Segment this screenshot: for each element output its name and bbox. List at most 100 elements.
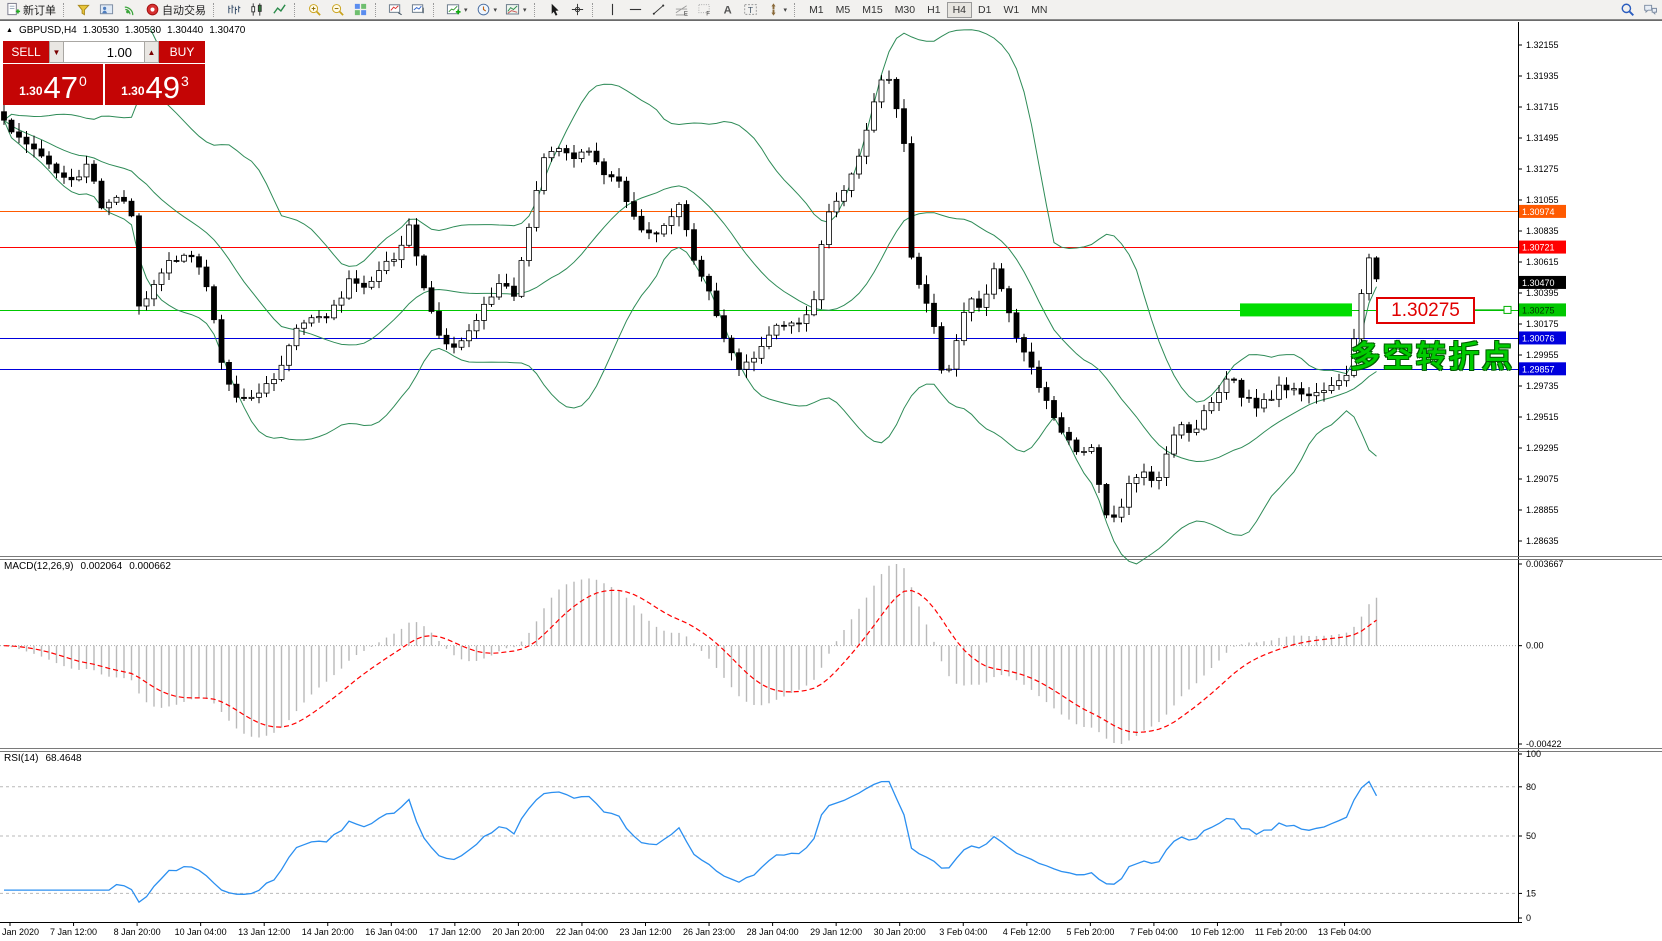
svg-text:0.003667: 0.003667 [1526, 559, 1564, 569]
styler-button[interactable] [72, 1, 95, 19]
search-icon [1620, 2, 1635, 17]
svg-text:1.29955: 1.29955 [1526, 350, 1559, 360]
collapse-icon[interactable]: ▲ [6, 27, 13, 34]
zoom-out-button[interactable] [326, 1, 349, 19]
buy-price-pips: 49 [145, 70, 181, 105]
equidistant-channel-button[interactable]: E [670, 1, 693, 19]
volume-input[interactable] [64, 41, 144, 63]
chat-button[interactable] [1639, 1, 1662, 19]
buy-button[interactable]: BUY [159, 41, 205, 63]
dropdown-caret-icon[interactable]: ▾ [493, 6, 498, 14]
vertical-line-button[interactable] [601, 1, 624, 19]
svg-text:14 Jan 20:00: 14 Jan 20:00 [302, 927, 354, 937]
svg-text:80: 80 [1526, 782, 1536, 792]
svg-text:1.31055: 1.31055 [1526, 195, 1559, 205]
chart-candles-icon [249, 2, 264, 17]
symbol-header: ▲ GBPUSD,H4 1.30530 1.30530 1.30440 1.30… [6, 25, 245, 36]
new-order-button[interactable]: 新订单 [2, 1, 60, 19]
auto-arrange-button[interactable] [384, 1, 407, 19]
svg-text:1.28635: 1.28635 [1526, 536, 1559, 546]
timeframe-button-m15[interactable]: M15 [856, 2, 888, 18]
timeframe-button-w1[interactable]: W1 [997, 2, 1025, 18]
templates-button[interactable]: ▾ [501, 1, 531, 19]
timeframe-button-m30[interactable]: M30 [889, 2, 921, 18]
toolbar-separator [794, 2, 799, 17]
templates-icon [505, 2, 520, 17]
timeframe-button-h4[interactable]: H4 [946, 1, 972, 18]
arrows-button[interactable]: ▾ [762, 1, 792, 19]
svg-text:5 Feb 20:00: 5 Feb 20:00 [1066, 927, 1114, 937]
timeframe-button-d1[interactable]: D1 [972, 2, 997, 18]
toolbar-separator [294, 2, 299, 17]
trendline-button[interactable] [647, 1, 670, 19]
svg-text:-0.00422: -0.00422 [1526, 739, 1562, 749]
volume-increase-button[interactable]: ▲ [144, 41, 159, 63]
zoom-in-button[interactable] [303, 1, 326, 19]
cursor-button[interactable] [543, 1, 566, 19]
svg-text:1.30721: 1.30721 [1522, 243, 1555, 253]
svg-text:1.30076: 1.30076 [1522, 333, 1555, 343]
volume-decrease-button[interactable]: ▼ [49, 41, 64, 63]
h-line-icon [628, 2, 643, 17]
svg-text:A: A [723, 5, 731, 17]
arrows-tool-icon [766, 2, 781, 17]
bar-chart-button[interactable] [222, 1, 245, 19]
macd-value-main: 0.002064 [80, 561, 123, 572]
fibonacci-button[interactable]: F [693, 1, 716, 19]
toolbar-separator [213, 2, 218, 17]
svg-text:1.31935: 1.31935 [1526, 71, 1559, 81]
add-indicator-icon [446, 2, 461, 17]
main-toolbar: 新订单 自动交易 ▾ ▾ ▾ E F A T ▾ M1 M5 M15 M30 H1 H4 D1 W1 MN [0, 0, 1662, 20]
signals-button[interactable] [118, 1, 141, 19]
crosshair-button[interactable] [566, 1, 589, 19]
dropdown-caret-icon[interactable]: ▾ [464, 6, 468, 14]
svg-text:28 Jan 04:00: 28 Jan 04:00 [747, 927, 799, 937]
svg-text:0.00: 0.00 [1526, 641, 1544, 651]
sell-button[interactable]: SELL [3, 41, 49, 63]
line-chart-button[interactable] [268, 1, 291, 19]
v-line-icon [605, 2, 620, 17]
svg-text:100: 100 [1526, 749, 1541, 759]
periods-button[interactable]: ▾ [472, 1, 502, 19]
dropdown-caret-icon[interactable]: ▾ [523, 6, 527, 14]
timeframe-button-m1[interactable]: M1 [803, 2, 830, 18]
timeframe-button-mn[interactable]: MN [1025, 2, 1053, 18]
trend-line-icon [651, 2, 666, 17]
chinese-annotation: 多空转折点 [1350, 341, 1515, 374]
sell-price[interactable]: 1.30 47 0 [3, 64, 103, 105]
text-label-button[interactable]: T [739, 1, 762, 19]
search-button[interactable] [1616, 1, 1639, 19]
buy-price[interactable]: 1.30 49 3 [105, 64, 205, 105]
metaeditor-icon [99, 2, 114, 17]
text-button[interactable]: A [716, 1, 739, 19]
symbol-name: GBPUSD,H4 [18, 25, 77, 36]
zoom-out-icon [330, 2, 345, 17]
ohlc-close: 1.30470 [209, 25, 246, 36]
autotrade-button-label: 自动交易 [162, 4, 206, 17]
candlestick-chart-button[interactable] [245, 1, 268, 19]
svg-text:30 Jan 20:00: 30 Jan 20:00 [874, 927, 926, 937]
timeframe-button-h1[interactable]: H1 [921, 2, 946, 18]
sell-price-point: 0 [79, 73, 87, 89]
svg-text:1.30974: 1.30974 [1522, 207, 1555, 217]
rsi-value: 68.4648 [45, 753, 82, 764]
svg-text:7 Feb 04:00: 7 Feb 04:00 [1130, 927, 1178, 937]
tile-windows-button[interactable] [349, 1, 372, 19]
tile-windows-icon [353, 2, 368, 17]
svg-text:1.30615: 1.30615 [1526, 257, 1559, 267]
dropdown-caret-icon[interactable]: ▾ [783, 6, 788, 14]
autotrade-button[interactable]: 自动交易 [141, 1, 210, 19]
arrange-b-icon [411, 2, 426, 17]
ohlc-low: 1.30440 [167, 25, 204, 36]
chart-shift-button[interactable] [407, 1, 430, 19]
macd-indicator-label: MACD(12,26,9) 0.002064 0.000662 [4, 561, 171, 572]
svg-text:1.30275: 1.30275 [1522, 305, 1555, 315]
market-watch-button[interactable] [95, 1, 118, 19]
horizontal-line-button[interactable] [624, 1, 647, 19]
indicators-button[interactable]: ▾ [442, 1, 472, 19]
timeframe-button-m5[interactable]: M5 [830, 2, 857, 18]
svg-text:Jan 2020: Jan 2020 [2, 927, 39, 937]
toolbar-separator [433, 2, 438, 17]
svg-text:17 Jan 12:00: 17 Jan 12:00 [429, 927, 481, 937]
